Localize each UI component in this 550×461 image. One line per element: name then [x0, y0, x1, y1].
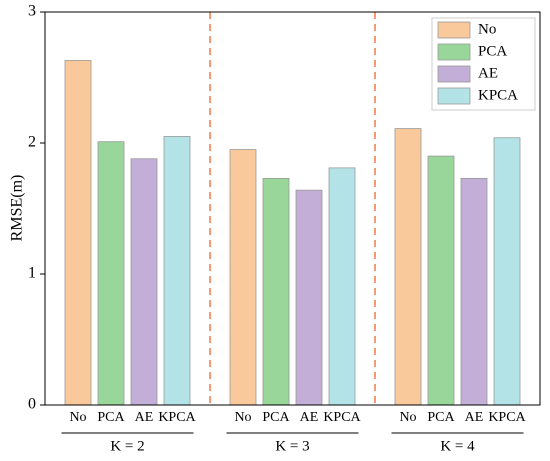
plot-frame	[44, 11, 541, 406]
bar	[64, 60, 92, 406]
x-tick-label: PCA	[427, 410, 455, 425]
x-tick-label: PCA	[97, 410, 125, 425]
x-tick-label: AE	[135, 410, 154, 425]
y-tick-label: 3	[28, 3, 36, 20]
x-tick-label: No	[234, 410, 251, 425]
bar	[394, 128, 422, 406]
x-tick-label: KPCA	[488, 410, 526, 425]
bar	[295, 189, 323, 406]
x-tick-label: PCA	[262, 410, 290, 425]
x-tick-label: KPCA	[158, 410, 196, 425]
bar	[130, 158, 158, 406]
y-axis-label: RMSE(m)	[9, 175, 26, 242]
x-tick-label: No	[69, 410, 86, 425]
bar	[460, 177, 488, 406]
legend-label: No	[478, 21, 496, 37]
legend-swatch	[437, 87, 471, 105]
bar	[262, 177, 290, 406]
group-label: K = 2	[110, 438, 144, 454]
legend-swatch	[437, 43, 471, 61]
group-label: K = 3	[275, 438, 309, 454]
bar	[97, 141, 125, 406]
x-tick-label: AE	[300, 410, 319, 425]
legend-label: AE	[478, 65, 498, 81]
legend-swatch	[437, 65, 471, 83]
bar	[427, 155, 455, 406]
x-tick-label: AE	[465, 410, 484, 425]
group-label: K = 4	[440, 438, 475, 454]
legend-label: KPCA	[478, 87, 518, 103]
bar	[229, 149, 257, 406]
y-tick-label: 0	[28, 396, 36, 413]
legend-swatch	[437, 21, 471, 39]
bar	[328, 167, 356, 406]
x-tick-label: KPCA	[323, 410, 361, 425]
bar	[493, 137, 521, 406]
y-tick-label: 2	[28, 134, 36, 151]
bar	[163, 136, 191, 406]
legend-label: PCA	[478, 43, 507, 59]
y-tick-label: 1	[28, 265, 36, 282]
x-tick-label: No	[399, 410, 416, 425]
